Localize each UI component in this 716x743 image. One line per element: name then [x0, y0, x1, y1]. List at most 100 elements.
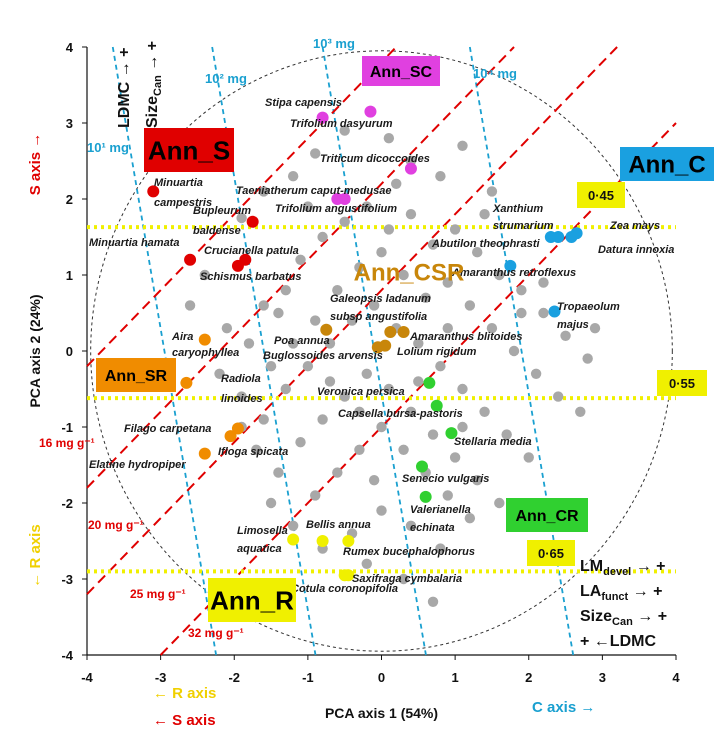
- species-label: Stellaria media: [454, 436, 532, 448]
- ldmc-line: [86, 46, 515, 489]
- species-point: [575, 406, 586, 417]
- species-point: [383, 224, 395, 235]
- ldmc-line-label: 25 mg g⁻¹: [130, 587, 186, 601]
- species-point-ann_cr: [423, 376, 436, 389]
- species-point: [295, 254, 306, 265]
- species-point: [332, 467, 343, 478]
- x-tick-label: 3: [599, 670, 606, 685]
- species-point: [302, 361, 314, 372]
- group-label-ann_c: Ann_C: [628, 152, 705, 179]
- species-point: [361, 368, 372, 379]
- species-point: [273, 467, 284, 478]
- species-point-ann_c: [504, 259, 517, 272]
- species-point: [435, 543, 446, 554]
- species-point: [530, 368, 542, 379]
- species-point-ann_csr: [384, 326, 397, 338]
- species-point: [310, 315, 321, 326]
- species-point: [368, 475, 380, 486]
- species-point-ann_r: [316, 535, 329, 547]
- trait-legend-row: + ←LDMC: [580, 633, 656, 650]
- species-label: Taeniatherum caput-medusae: [236, 185, 391, 197]
- species-point: [376, 505, 387, 516]
- species-point: [346, 315, 358, 326]
- r-axis-bottom-label: ← R axis: [153, 685, 216, 702]
- size-line-label: 10² mg: [205, 71, 247, 86]
- trait-legend-row: LAfunct → +: [580, 583, 662, 603]
- species-point-ann_cr: [419, 490, 432, 503]
- y-tick-label: 0: [66, 344, 73, 359]
- species-point-ann_s: [184, 253, 197, 266]
- species-label: Amaranthus retroflexus: [451, 267, 576, 279]
- group-box-ann_cr: [506, 498, 588, 532]
- species-point: [464, 513, 476, 524]
- species-label: Crucianella patula: [204, 245, 299, 257]
- y-tick-label: 1: [66, 268, 73, 283]
- species-point: [383, 383, 395, 395]
- x-tick-label: -1: [302, 670, 314, 685]
- species-label: Amaranthus blitoides: [409, 331, 522, 343]
- species-point: [236, 391, 247, 402]
- x-tick-label: 2: [525, 670, 532, 685]
- species-point: [199, 269, 210, 281]
- species-point: [457, 383, 468, 395]
- species-point: [435, 361, 446, 372]
- x-tick-label: -2: [228, 670, 240, 685]
- group-box-ann_s: [144, 128, 234, 172]
- species-label: Minuartia hamata: [89, 237, 179, 249]
- species-point: [265, 497, 277, 509]
- ldmc-line-label: 32 mg g⁻¹: [188, 626, 244, 640]
- species-label: Radiola linoides: [221, 373, 263, 405]
- species-point: [560, 330, 571, 341]
- species-point: [383, 133, 395, 144]
- species-point: [324, 376, 336, 387]
- species-point: [280, 285, 291, 296]
- species-point-ann_sc: [364, 105, 377, 118]
- species-point-ann_cr: [445, 427, 458, 440]
- species-point-ann_r: [287, 533, 300, 546]
- species-point: [486, 186, 498, 197]
- species-point: [494, 269, 505, 281]
- x-tick-label: -4: [81, 670, 93, 685]
- species-label: Veronica persica: [317, 386, 405, 398]
- x-tick-label: 4: [672, 670, 680, 685]
- species-point-ann_sr: [224, 430, 237, 443]
- ldmc-line-label: 20 mg g⁻¹: [88, 518, 144, 532]
- group-box-ann_sr: [96, 358, 176, 392]
- species-point: [280, 383, 291, 395]
- species-label: Trifolium angustifolium: [275, 203, 397, 215]
- species-label: Lolium rigidum: [397, 346, 477, 358]
- species-label: Tropaeolum majus: [557, 301, 620, 331]
- group-label-ann_s: Ann_S: [148, 135, 230, 165]
- species-point-ann_r: [342, 535, 355, 547]
- species-point: [295, 437, 306, 448]
- value-box-label: 0·45: [588, 188, 614, 203]
- species-label: Trifolium dasyurum: [290, 118, 393, 130]
- s-axis-bottom-label: ← S axis: [153, 712, 216, 729]
- species-point-ann_c: [565, 231, 578, 243]
- species-label: Bupleurum baldense: [193, 205, 251, 237]
- species-point: [479, 406, 490, 417]
- species-label: Senecio vulgaris: [402, 473, 489, 485]
- species-point: [553, 391, 564, 402]
- species-point: [273, 307, 284, 319]
- species-point: [442, 490, 453, 501]
- species-point: [457, 421, 468, 433]
- trait-legend-row: SizeCan → +: [580, 608, 667, 628]
- species-point: [405, 209, 417, 220]
- species-point: [339, 391, 350, 402]
- y-tick-label: -4: [61, 648, 73, 663]
- species-label: Filago carpetana: [124, 423, 211, 435]
- y-tick-label: -3: [61, 572, 73, 587]
- species-label: Aira caryophyllea: [171, 331, 239, 359]
- trait-legend-row: LMdevel → +: [580, 558, 665, 578]
- value-box: [527, 540, 575, 566]
- species-point: [302, 201, 314, 212]
- species-point-ann_csr: [371, 341, 384, 354]
- ldmc-legend: LDMC → +: [116, 48, 133, 128]
- species-point: [538, 307, 549, 319]
- species-point: [184, 300, 196, 311]
- group-box-ann_sc: [362, 56, 440, 86]
- species-point: [420, 292, 431, 303]
- species-label: Cotula coronopifolia: [291, 583, 398, 595]
- species-point: [449, 224, 461, 235]
